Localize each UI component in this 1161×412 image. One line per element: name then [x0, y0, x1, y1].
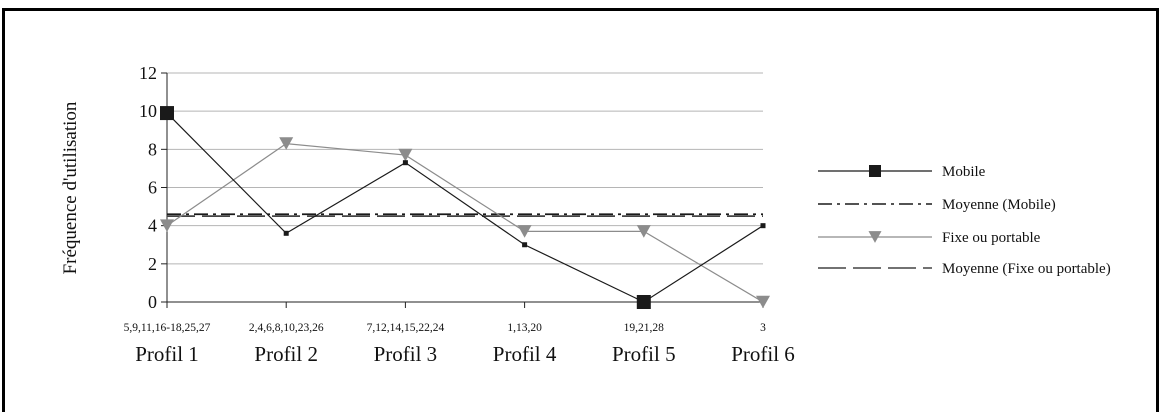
series-lines [166, 112, 764, 303]
data-point [402, 160, 408, 166]
legend-label: Mobile [942, 164, 986, 180]
x-tick-sublabel: 5,9,11,16-18,25,27 [124, 322, 211, 334]
y-tick-label: 4 [148, 216, 157, 236]
y-tick-label: 12 [139, 63, 157, 83]
x-tick-label: Profil 6 [731, 342, 795, 366]
grid-lines [167, 72, 763, 265]
data-point [522, 242, 528, 248]
y-axis-label: Fréquence d'utilisation [60, 101, 81, 274]
data-markers [160, 106, 770, 309]
x-tick-label: Profil 5 [612, 342, 676, 366]
legend: Mobile Moyenne (Mobile) Fixe ou portable Mo… [818, 164, 1111, 277]
y-tick-label: 2 [148, 254, 157, 274]
data-point [160, 219, 174, 232]
y-tick-label: 6 [148, 178, 157, 198]
legend-label: Fixe ou portable [942, 230, 1041, 246]
x-tick-sublabel: 7,12,14,15,22,24 [367, 322, 445, 334]
y-tick-label: 10 [139, 101, 157, 121]
x-tick-sublabel: 19,21,28 [624, 322, 665, 334]
data-point [517, 225, 532, 238]
data-point [636, 295, 651, 309]
data-point [160, 106, 174, 121]
x-tick-sublabel: 3 [760, 322, 766, 334]
data-point [756, 295, 770, 309]
legend-marker [868, 231, 882, 243]
chart-frame [2, 8, 1159, 412]
data-point [279, 137, 294, 150]
series-line [166, 112, 764, 303]
y-tick-label: 0 [148, 292, 157, 312]
series-line [166, 142, 764, 303]
axes: 0 2 4 6 8 10 12 5,9,11,16-18,25,27 Profil 1 2,4,6… [124, 63, 795, 366]
y-tick-label: 8 [148, 139, 157, 159]
x-tick-label: Profil 1 [135, 342, 199, 366]
x-tick-label: Profil 4 [493, 342, 557, 366]
data-point [760, 223, 766, 229]
x-tick-sublabel: 2,4,6,8,10,23,26 [249, 322, 324, 334]
legend-label: Moyenne (Mobile) [942, 197, 1056, 213]
legend-marker [869, 165, 881, 177]
x-tick-label: Profil 2 [254, 342, 318, 366]
legend-label: Moyenne (Fixe ou portable) [942, 261, 1111, 277]
data-point [398, 148, 413, 162]
x-tick-sublabel: 1,13,20 [507, 322, 542, 334]
data-point [283, 230, 289, 236]
data-point [636, 225, 651, 238]
x-tick-label: Profil 3 [374, 342, 438, 366]
